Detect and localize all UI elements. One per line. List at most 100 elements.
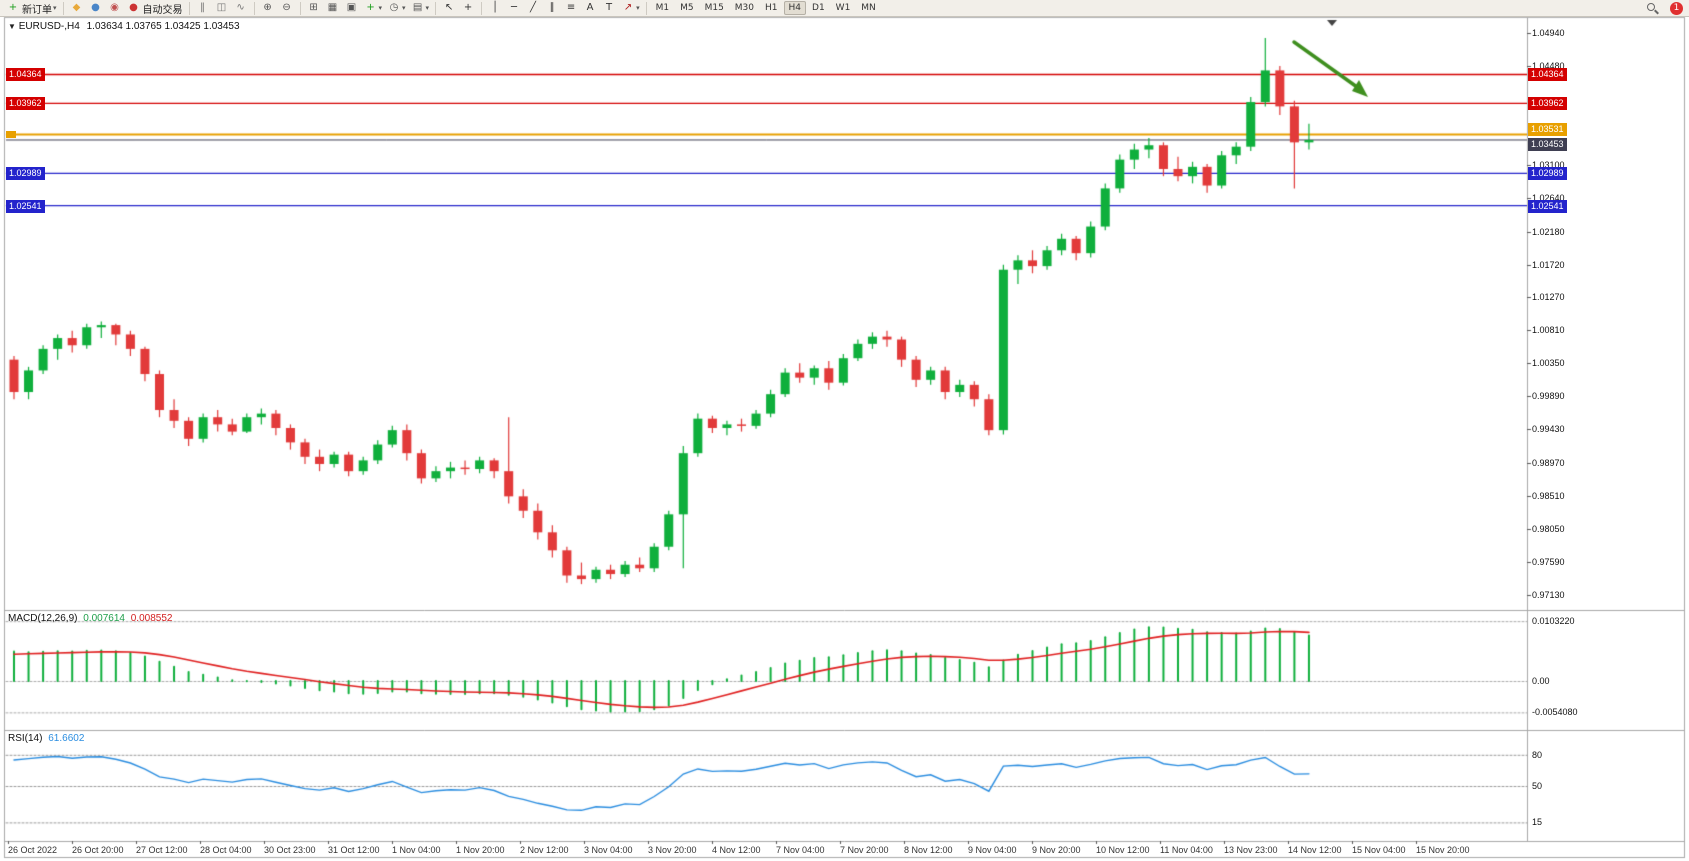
- macd-indicator-label: MACD(12,26,9) 0.007614 0.008552: [8, 613, 172, 624]
- macd-signal-value: 0.008552: [130, 613, 173, 624]
- tile-windows-button[interactable]: ⊞: [305, 1, 323, 16]
- time-axis-label: 10 Nov 12:00: [1096, 845, 1150, 855]
- time-axis-label: 31 Oct 12:00: [328, 845, 380, 855]
- timeframe-button-h1[interactable]: H1: [765, 3, 778, 13]
- channel-icon: ∥: [549, 2, 555, 13]
- zoom-out-button[interactable]: ⊖: [278, 1, 296, 16]
- text-button[interactable]: A: [581, 1, 599, 16]
- price-axis-label: 1.03100: [1532, 160, 1565, 171]
- time-axis-label: 1 Nov 04:00: [392, 845, 441, 855]
- label-button[interactable]: T: [600, 1, 618, 16]
- autotrading-icon: ●: [129, 2, 138, 13]
- price-axis-label: 1.00350: [1532, 358, 1565, 369]
- time-axis-label: 27 Oct 12:00: [136, 845, 188, 855]
- bar-chart-button[interactable]: ‖: [194, 1, 212, 16]
- horizontal-line-button[interactable]: ─: [505, 1, 523, 16]
- arrows-button[interactable]: ↗ ▾: [619, 1, 642, 16]
- cursor-button[interactable]: ↖: [440, 1, 458, 16]
- new-order-button-label: 新订单: [22, 4, 52, 16]
- price-axis-label: 1.04480: [1532, 61, 1565, 72]
- time-axis-label: 7 Nov 20:00: [840, 845, 889, 855]
- time-axis-label: 8 Nov 12:00: [904, 845, 953, 855]
- timeframe-button-h4[interactable]: H4: [783, 1, 807, 15]
- macd-axis-label: 0.0103220: [1532, 616, 1575, 627]
- rsi-name: RSI(14): [8, 733, 43, 744]
- price-line-badge-right[interactable]: 1.03962: [1528, 97, 1567, 111]
- price-line-badge-left[interactable]: 1.04364: [6, 68, 45, 82]
- rsi-level-label: 80: [1532, 749, 1543, 760]
- vertical-line-button[interactable]: │: [486, 1, 504, 16]
- time-axis-label: 14 Nov 12:00: [1288, 845, 1342, 855]
- timeframe-button-m1[interactable]: M1: [655, 3, 670, 13]
- candlestick-chart-button[interactable]: ◫: [213, 1, 231, 16]
- search-button[interactable]: [1644, 1, 1661, 16]
- timeframe-button-m30[interactable]: M30: [734, 3, 755, 13]
- price-line-badge-right[interactable]: 1.04364: [1528, 68, 1567, 82]
- timeframe-button-m15[interactable]: M15: [704, 3, 724, 13]
- crosshair-icon: +: [463, 2, 473, 13]
- price-line-handle[interactable]: [6, 131, 16, 139]
- timeframe-button-d1[interactable]: D1: [812, 3, 825, 13]
- cursor-icon: ↖: [444, 2, 454, 13]
- price-axis-label: 1.01270: [1532, 292, 1565, 303]
- mql5-button[interactable]: ◆: [68, 1, 86, 16]
- trendline-button[interactable]: ╱: [524, 1, 542, 16]
- price-axis-label: 0.97590: [1532, 556, 1565, 567]
- price-line-badge-left[interactable]: 1.02541: [6, 199, 45, 213]
- timeframe-button-m5[interactable]: M5: [680, 3, 694, 13]
- mql5-icon: ◆: [72, 2, 81, 13]
- crosshair-button[interactable]: +: [459, 1, 477, 16]
- rsi-value: 61.6602: [48, 733, 85, 744]
- price-axis-label: 1.02180: [1532, 226, 1565, 237]
- macd-axis-label: 0.00: [1532, 676, 1550, 686]
- timeframe-button-w1[interactable]: W1: [835, 3, 851, 13]
- chart-symbol-period: EURUSD-,H4: [18, 21, 80, 32]
- autotrading-button[interactable]: ● 自动交易: [125, 1, 185, 16]
- arrange-windows-button[interactable]: ▦: [324, 1, 342, 16]
- price-line-badge-right[interactable]: 1.03531: [1528, 123, 1567, 137]
- fibonacci-icon: ≡: [566, 2, 576, 13]
- template-button[interactable]: ▤ ▾: [409, 1, 432, 16]
- notification-badge[interactable]: 1: [1670, 1, 1683, 15]
- zoom-in-icon: ⊕: [263, 2, 272, 13]
- price-line-badge-left[interactable]: 1.02989: [6, 167, 45, 181]
- time-axis-label: 1 Nov 20:00: [456, 845, 505, 855]
- zoom-in-button[interactable]: ⊕: [259, 1, 277, 16]
- candlestick-icon: ◫: [216, 2, 227, 13]
- template-icon: ▤: [412, 2, 423, 13]
- period-button[interactable]: ◷ ▾: [385, 1, 408, 16]
- caret-down-icon: ▾: [378, 4, 383, 12]
- channel-button[interactable]: ∥: [543, 1, 561, 16]
- price-line-badge-left[interactable]: 1.03962: [6, 97, 45, 111]
- new-order-button[interactable]: + 新订单 ▾: [4, 1, 59, 16]
- community-button[interactable]: ●: [87, 1, 105, 16]
- cascade-windows-button[interactable]: ▣: [343, 1, 361, 16]
- time-axis-label: 15 Nov 20:00: [1416, 845, 1470, 855]
- timeframe-button-mn[interactable]: MN: [861, 3, 876, 13]
- chart-ohlc-values: 1.03634 1.03765 1.03425 1.03453: [86, 21, 240, 32]
- vertical-line-icon: │: [492, 2, 499, 13]
- price-axis-label: 0.99890: [1532, 391, 1565, 402]
- fibonacci-button[interactable]: ≡: [562, 1, 580, 16]
- signals-button[interactable]: ◉: [106, 1, 124, 16]
- arrange-windows-icon: ▦: [327, 2, 338, 13]
- caret-down-icon: ▾: [402, 4, 406, 12]
- new-chart-button[interactable]: + ▾: [362, 1, 385, 16]
- time-axis-label: 9 Nov 20:00: [1032, 845, 1081, 855]
- signals-icon: ◉: [110, 2, 119, 13]
- price-line-badge-right[interactable]: 1.02989: [1528, 167, 1567, 181]
- line-chart-button[interactable]: ∿: [232, 1, 250, 16]
- rsi-level-label: 15: [1532, 817, 1543, 828]
- time-axis-label: 30 Oct 23:00: [264, 845, 316, 855]
- time-axis-label: 13 Nov 23:00: [1224, 845, 1278, 855]
- autotrading-button-label: 自动交易: [142, 4, 183, 16]
- price-axis-label: 1.04940: [1532, 28, 1565, 38]
- zoom-out-icon: ⊖: [282, 2, 291, 13]
- time-axis-label: 7 Nov 04:00: [776, 845, 825, 855]
- chart-menu-icon[interactable]: ▼: [8, 22, 16, 31]
- toolbar: + 新订单 ▾ ◆ ● ◉ ● 自动交易 ‖ ◫ ∿ ⊕ ⊖ ⊞ ▦ ▣ + ▾ ◷ ▾ ▤ ▾ ↖ + │ ─ ╱ ∥ ≡ A T ↗ ▾ M1…: [0, 0, 1689, 17]
- price-line-badge-right[interactable]: 1.02541: [1528, 199, 1567, 213]
- text-icon: A: [586, 2, 594, 13]
